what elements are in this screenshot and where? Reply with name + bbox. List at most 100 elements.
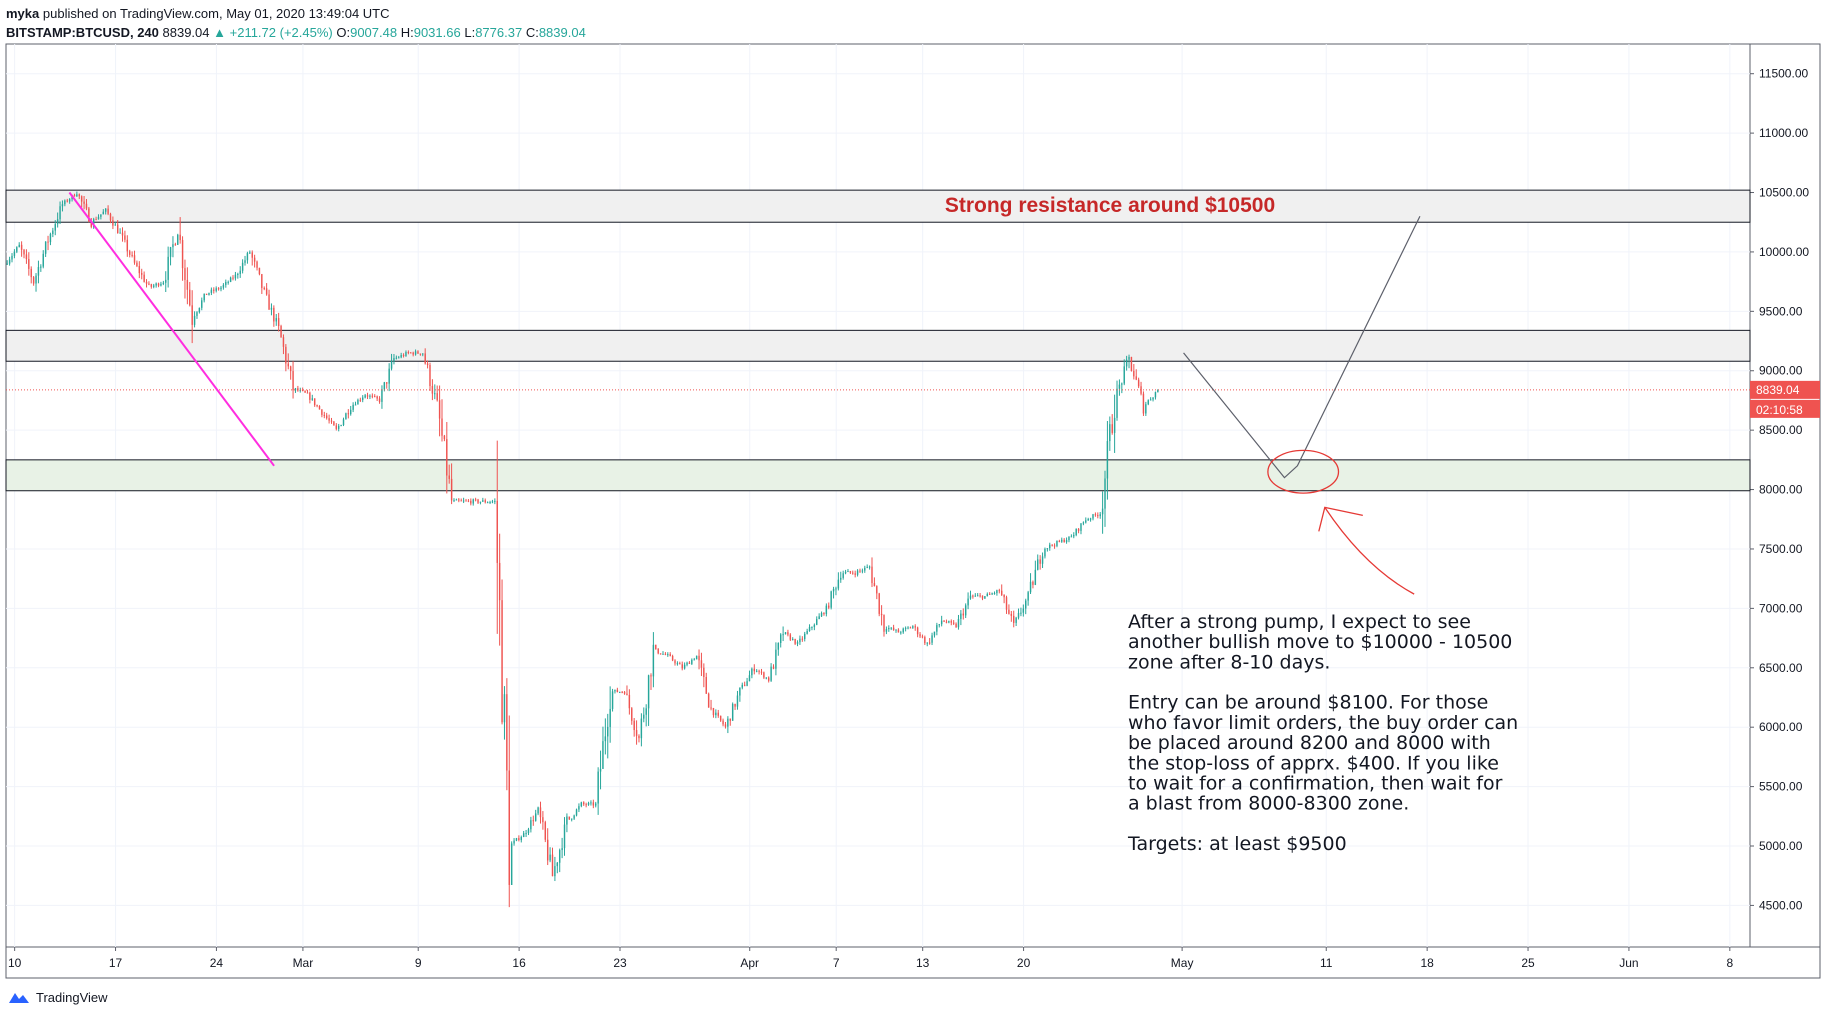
brand-name[interactable]: TradingView (36, 989, 108, 1005)
candle-body[interactable] (1034, 569, 1037, 585)
candle-body[interactable] (249, 252, 251, 254)
candle-body[interactable] (56, 219, 59, 225)
candle-body[interactable] (453, 500, 455, 502)
candle-body[interactable] (246, 253, 249, 261)
candle-body[interactable] (1118, 384, 1121, 389)
candle-body[interactable] (967, 598, 969, 606)
candle-body[interactable] (1032, 581, 1034, 585)
candle-body[interactable] (321, 409, 323, 415)
candle-body[interactable] (996, 590, 998, 594)
candle-body[interactable] (460, 500, 462, 502)
candle-body[interactable] (215, 288, 217, 291)
candle-body[interactable] (676, 663, 679, 665)
candle-body[interactable] (306, 392, 309, 394)
candle-body[interactable] (275, 318, 277, 322)
candle-body[interactable] (508, 770, 510, 885)
candle-body[interactable] (1070, 536, 1073, 538)
candle-body[interactable] (402, 355, 405, 357)
candle-body[interactable] (628, 694, 631, 709)
candle-body[interactable] (405, 352, 407, 356)
candle-body[interactable] (328, 418, 330, 421)
candle-body[interactable] (544, 822, 547, 840)
candle-body[interactable] (131, 254, 133, 256)
candle-body[interactable] (837, 579, 840, 589)
candle-body[interactable] (501, 600, 503, 723)
candle-body[interactable] (921, 636, 924, 638)
candle-body[interactable] (393, 358, 395, 362)
candle-body[interactable] (650, 675, 652, 677)
candle-body[interactable] (64, 200, 66, 205)
candle-body[interactable] (270, 307, 273, 310)
candle-body[interactable] (525, 833, 527, 835)
candle-body[interactable] (186, 279, 189, 290)
candle-body[interactable] (165, 279, 167, 283)
candle-body[interactable] (799, 638, 801, 643)
candle-body[interactable] (659, 653, 662, 655)
candle-body[interactable] (1154, 392, 1157, 398)
candle-body[interactable] (515, 838, 518, 841)
candle-body[interactable] (1049, 544, 1051, 549)
candle-body[interactable] (1104, 478, 1106, 509)
candle-body[interactable] (597, 771, 599, 804)
candle-body[interactable] (88, 208, 90, 222)
candle-body[interactable] (287, 363, 289, 367)
candle-body[interactable] (285, 346, 287, 364)
candle-body[interactable] (1133, 370, 1135, 377)
candle-body[interactable] (92, 219, 95, 227)
candle-body[interactable] (583, 802, 585, 805)
candle-body[interactable] (679, 663, 681, 665)
candle-body[interactable] (719, 715, 722, 721)
candle-body[interactable] (441, 418, 443, 436)
candle-body[interactable] (688, 662, 691, 664)
candle-body[interactable] (172, 244, 174, 248)
candle-body[interactable] (467, 500, 470, 502)
candle-body[interactable] (220, 287, 222, 290)
candle-body[interactable] (465, 500, 467, 502)
candle-body[interactable] (357, 399, 359, 405)
candle-body[interactable] (669, 654, 671, 657)
candle-body[interactable] (825, 605, 828, 615)
candle-body[interactable] (179, 234, 181, 241)
candle-body[interactable] (225, 281, 227, 285)
candle-body[interactable] (13, 251, 16, 256)
candle-body[interactable] (599, 768, 602, 772)
candle-body[interactable] (707, 693, 710, 708)
candle-body[interactable] (337, 425, 340, 429)
candle-body[interactable] (162, 282, 165, 284)
candle-body[interactable] (362, 397, 364, 400)
candle-body[interactable] (820, 613, 823, 617)
candle-body[interactable] (1029, 581, 1032, 593)
candle-body[interactable] (1041, 556, 1044, 564)
candle-body[interactable] (299, 389, 301, 391)
candle-body[interactable] (145, 281, 148, 284)
candle-body[interactable] (513, 840, 515, 844)
candle-body[interactable] (549, 854, 551, 861)
candle-body[interactable] (779, 634, 782, 643)
candle-body[interactable] (864, 567, 866, 571)
candle-body[interactable] (700, 660, 703, 668)
candle-body[interactable] (153, 285, 155, 287)
candle-body[interactable] (772, 666, 775, 669)
candle-body[interactable] (945, 621, 948, 623)
candle-body[interactable] (112, 220, 114, 226)
candle-body[interactable] (570, 818, 573, 820)
candle-body[interactable] (100, 214, 102, 217)
candle-body[interactable] (491, 501, 494, 503)
candle-body[interactable] (686, 662, 688, 665)
candle-body[interactable] (789, 634, 792, 640)
candle-body[interactable] (30, 268, 32, 278)
candle-body[interactable] (950, 621, 952, 623)
candle-body[interactable] (340, 425, 342, 427)
candle-body[interactable] (919, 634, 921, 637)
candle-body[interactable] (90, 221, 92, 227)
candle-body[interactable] (333, 421, 335, 426)
candle-body[interactable] (16, 247, 18, 252)
candle-body[interactable] (844, 571, 847, 574)
candle-body[interactable] (936, 625, 938, 632)
candle-body[interactable] (604, 736, 607, 742)
candle-body[interactable] (426, 363, 429, 366)
candle-body[interactable] (1125, 359, 1128, 367)
candle-body[interactable] (556, 862, 559, 867)
candle-body[interactable] (109, 213, 112, 221)
candle-body[interactable] (510, 843, 513, 885)
